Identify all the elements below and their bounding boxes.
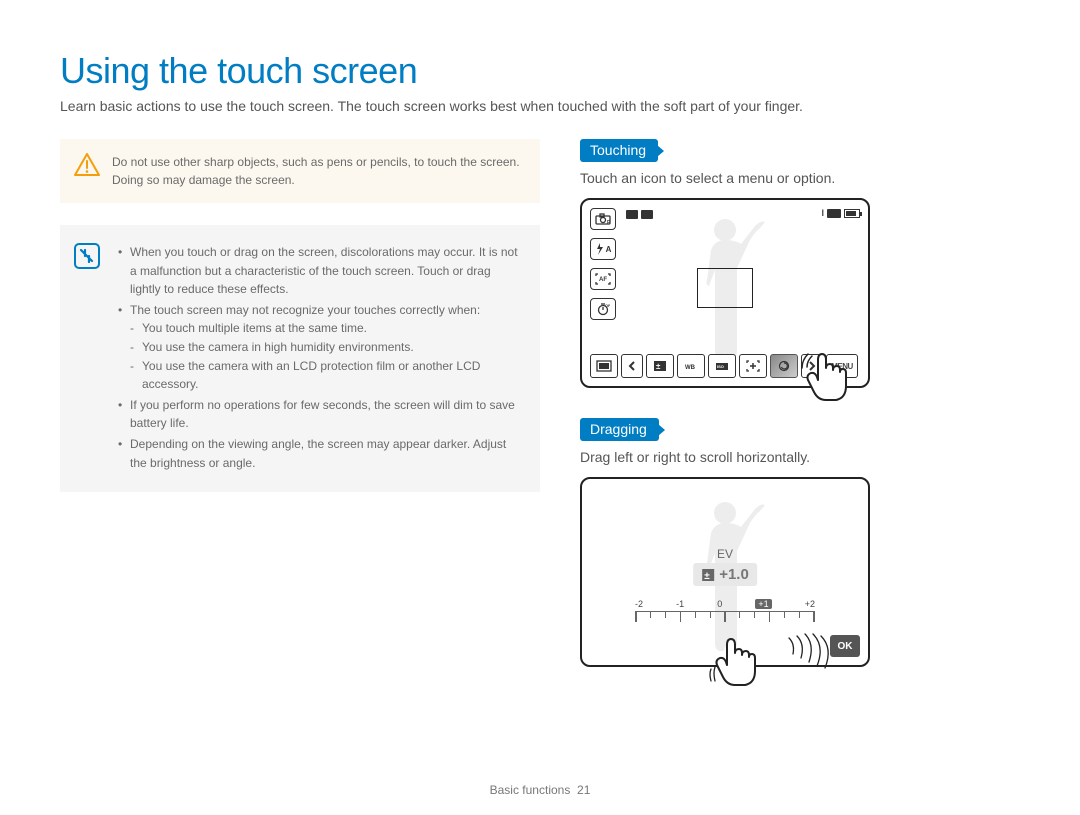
svg-text:ISO: ISO (717, 364, 724, 369)
note-subitem: You use the camera in high humidity envi… (130, 338, 522, 357)
scale-label: +2 (805, 599, 815, 609)
note-item: If you perform no operations for few sec… (118, 396, 522, 433)
note-item: The touch screen may not recognize your … (118, 301, 522, 394)
drag-motion-lines (785, 632, 835, 677)
plus-icon (739, 354, 767, 378)
warning-text: Do not use other sharp objects, such as … (112, 155, 520, 187)
touching-desc: Touch an icon to select a menu or option… (580, 170, 1020, 186)
warning-icon (74, 153, 100, 176)
note-item-text: The touch screen may not recognize your … (130, 303, 480, 317)
note-item: When you touch or drag on the screen, di… (118, 243, 522, 299)
intro-text: Learn basic actions to use the touch scr… (60, 98, 1020, 114)
ev-label: EV (693, 547, 757, 561)
dragging-tag: Dragging (580, 418, 659, 441)
exposure-icon: ± (701, 568, 715, 582)
dragging-desc: Drag left or right to scroll horizontall… (580, 449, 1020, 465)
left-column: Do not use other sharp objects, such as … (60, 139, 540, 697)
ev-icon: ± (646, 354, 674, 378)
gallery-icon (590, 354, 618, 378)
svg-text:±: ± (656, 362, 661, 371)
svg-text:OFF: OFF (605, 303, 610, 308)
note-box: When you touch or drag on the screen, di… (60, 225, 540, 492)
warning-box: Do not use other sharp objects, such as … (60, 139, 540, 203)
touching-screen: P A AF OFF I (580, 198, 870, 388)
note-item: Depending on the viewing angle, the scre… (118, 435, 522, 472)
svg-text:AF: AF (599, 277, 607, 283)
page-footer: Basic functions 21 (0, 783, 1080, 797)
top-left-indicators (626, 210, 653, 219)
scale-label: -1 (676, 599, 684, 609)
note-subitem: You touch multiple items at the same tim… (130, 319, 522, 338)
dragging-hand-icon (707, 629, 767, 695)
timer-icon: OFF (590, 298, 616, 320)
dragging-screen: EV ± +1.0 -2 -1 0 +1 +2 OK (580, 477, 870, 667)
wb-icon: WB (677, 354, 705, 378)
iso-icon: ISO (708, 354, 736, 378)
note-subitem: You use the camera with an LCD protectio… (130, 357, 522, 394)
note-list: When you touch or drag on the screen, di… (118, 243, 522, 472)
ev-display: EV ± +1.0 (693, 547, 757, 587)
ev-scale: -2 -1 0 +1 +2 (635, 599, 815, 621)
focus-icon: AF (590, 268, 616, 290)
page-title: Using the touch screen (60, 50, 1020, 92)
footer-page: 21 (577, 783, 590, 797)
note-icon (74, 243, 100, 269)
svg-text:±: ± (704, 571, 710, 582)
svg-text:WB: WB (685, 365, 696, 371)
footer-section: Basic functions (490, 783, 571, 797)
note-sublist: You touch multiple items at the same tim… (130, 319, 522, 393)
scale-label: -2 (635, 599, 643, 609)
top-right-indicators: I (821, 208, 860, 218)
scale-label: 0 (717, 599, 722, 609)
scale-label-active: +1 (755, 599, 771, 609)
left-arrow-icon (621, 354, 643, 378)
touching-tag: Touching (580, 139, 658, 162)
ev-value-text: +1.0 (719, 566, 749, 583)
right-column: Touching Touch an icon to select a menu … (580, 139, 1020, 697)
focus-rectangle (697, 268, 753, 308)
touching-hand-icon (798, 344, 858, 408)
flash-icon: A (590, 238, 616, 260)
spiral-icon (770, 354, 798, 378)
ev-value: ± +1.0 (693, 563, 757, 586)
mode-icon: P (590, 208, 616, 230)
left-icon-column: P A AF OFF (590, 208, 616, 320)
battery-icon (844, 209, 860, 218)
